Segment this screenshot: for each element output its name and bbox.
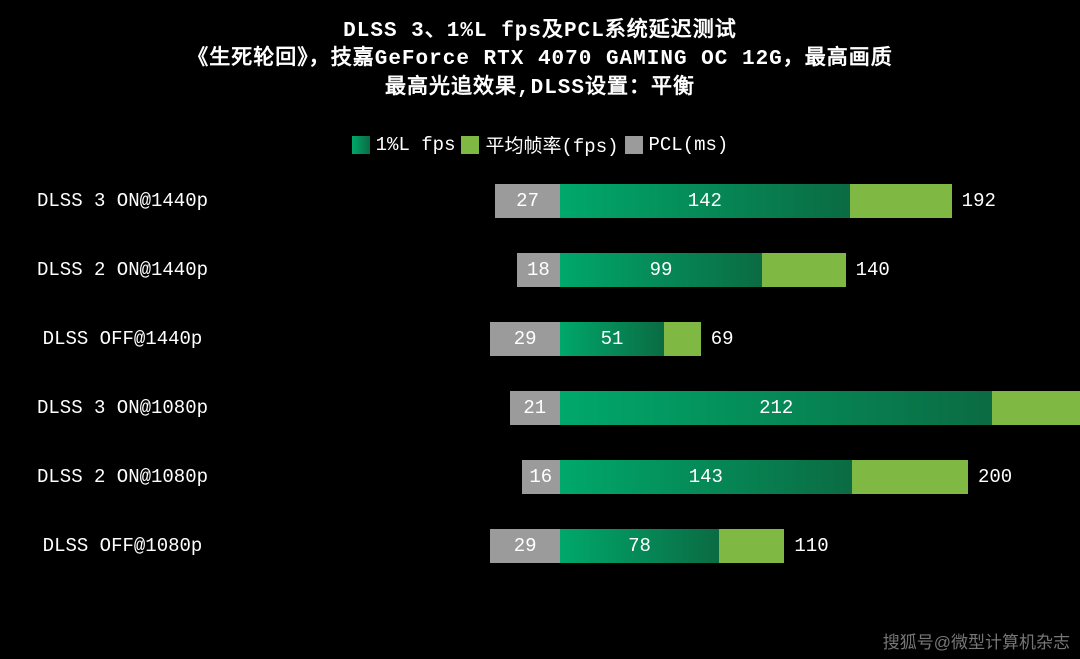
- legend: 1%L fps 平均帧率(fps) PCL(ms): [0, 131, 1080, 158]
- bar-value-pcl: 27: [495, 190, 560, 212]
- table-row: DLSS 3 ON@1440p 27142 192: [0, 184, 1080, 218]
- row-bars: 2951 69: [245, 322, 1080, 356]
- bar-value-1pl: 143: [560, 466, 852, 488]
- legend-label-3: PCL(ms): [649, 134, 729, 156]
- row-bars: 16143 200: [245, 460, 1080, 494]
- bar-1pl: 143: [560, 460, 852, 494]
- bar-avg: [762, 253, 846, 287]
- row-label: DLSS OFF@1080p: [0, 535, 245, 557]
- bar-pcl: 21: [510, 391, 560, 425]
- legend-label-1: 1%L fps: [376, 134, 456, 156]
- bar-value-pcl: 16: [522, 466, 560, 488]
- row-label: DLSS 2 ON@1080p: [0, 466, 245, 488]
- bar-value-pcl: 29: [490, 328, 560, 350]
- watermark: 搜狐号@微型计算机杂志: [883, 628, 1070, 653]
- bar-value-avg: 200: [968, 460, 1012, 494]
- bar-1pl: 212: [560, 391, 992, 425]
- bar-1pl: 99: [560, 253, 762, 287]
- title-line-2: 《生死轮回》，技嘉GeForce RTX 4070 GAMING OC 12G，…: [0, 46, 1080, 74]
- row-bars: 2978 110: [245, 529, 1080, 563]
- legend-swatch-1: [352, 136, 370, 154]
- bar-pcl: 29: [490, 529, 560, 563]
- bar-value-avg: 110: [784, 529, 828, 563]
- bar-value-pcl: 29: [490, 535, 560, 557]
- legend-item-3: PCL(ms): [625, 134, 729, 156]
- title-line-3: 最高光追效果,DLSS设置：平衡: [0, 75, 1080, 103]
- row-bars: 27142 192: [245, 184, 1080, 218]
- bar-pcl: 29: [490, 322, 560, 356]
- bar-1pl: 51: [560, 322, 664, 356]
- bar-value-1pl: 51: [560, 328, 664, 350]
- chart-root: DLSS 3、1%L fps及PCL系统延迟测试 《生死轮回》，技嘉GeForc…: [0, 0, 1080, 659]
- chart-title: DLSS 3、1%L fps及PCL系统延迟测试 《生死轮回》，技嘉GeForc…: [0, 18, 1080, 103]
- row-label: DLSS 3 ON@1440p: [0, 190, 245, 212]
- bar-pcl: 18: [517, 253, 560, 287]
- title-line-1: DLSS 3、1%L fps及PCL系统延迟测试: [0, 18, 1080, 46]
- bar-avg: [852, 460, 968, 494]
- bar-value-1pl: 78: [560, 535, 719, 557]
- bar-value-1pl: 99: [560, 259, 762, 281]
- legend-item-1: 1%L fps: [352, 134, 456, 156]
- legend-swatch-2: [461, 136, 479, 154]
- bar-value-pcl: 18: [517, 259, 560, 281]
- legend-swatch-3: [625, 136, 643, 154]
- bar-avg: [664, 322, 701, 356]
- table-row: DLSS OFF@1440p 2951 69: [0, 322, 1080, 356]
- table-row: DLSS 2 ON@1440p 1899 140: [0, 253, 1080, 287]
- bar-value-pcl: 21: [510, 397, 560, 419]
- bar-pcl: 16: [522, 460, 560, 494]
- row-label: DLSS 3 ON@1080p: [0, 397, 245, 419]
- bar-value-avg: 192: [952, 184, 996, 218]
- table-row: DLSS 2 ON@1080p 16143 200: [0, 460, 1080, 494]
- bar-1pl: 78: [560, 529, 719, 563]
- row-bars: 21212264: [245, 391, 1080, 425]
- legend-label-2: 平均帧率(fps): [485, 131, 618, 158]
- table-row: DLSS OFF@1080p 2978 110: [0, 529, 1080, 563]
- row-label: DLSS OFF@1440p: [0, 328, 245, 350]
- legend-item-2: 平均帧率(fps): [461, 131, 618, 158]
- bar-1pl: 142: [560, 184, 850, 218]
- row-label: DLSS 2 ON@1440p: [0, 259, 245, 281]
- table-row: DLSS 3 ON@1080p21212264: [0, 391, 1080, 425]
- bar-value-avg: 69: [701, 322, 734, 356]
- bar-value-avg: 140: [846, 253, 890, 287]
- bar-value-1pl: 212: [560, 397, 992, 419]
- bar-avg: [850, 184, 952, 218]
- bar-pcl: 27: [495, 184, 560, 218]
- chart-rows: DLSS 3 ON@1440p27142192DLSS 2 ON@1440p18…: [0, 184, 1080, 563]
- row-bars: 1899 140: [245, 253, 1080, 287]
- bar-value-1pl: 142: [560, 190, 850, 212]
- bar-avg: [992, 391, 1080, 425]
- bar-avg: [719, 529, 784, 563]
